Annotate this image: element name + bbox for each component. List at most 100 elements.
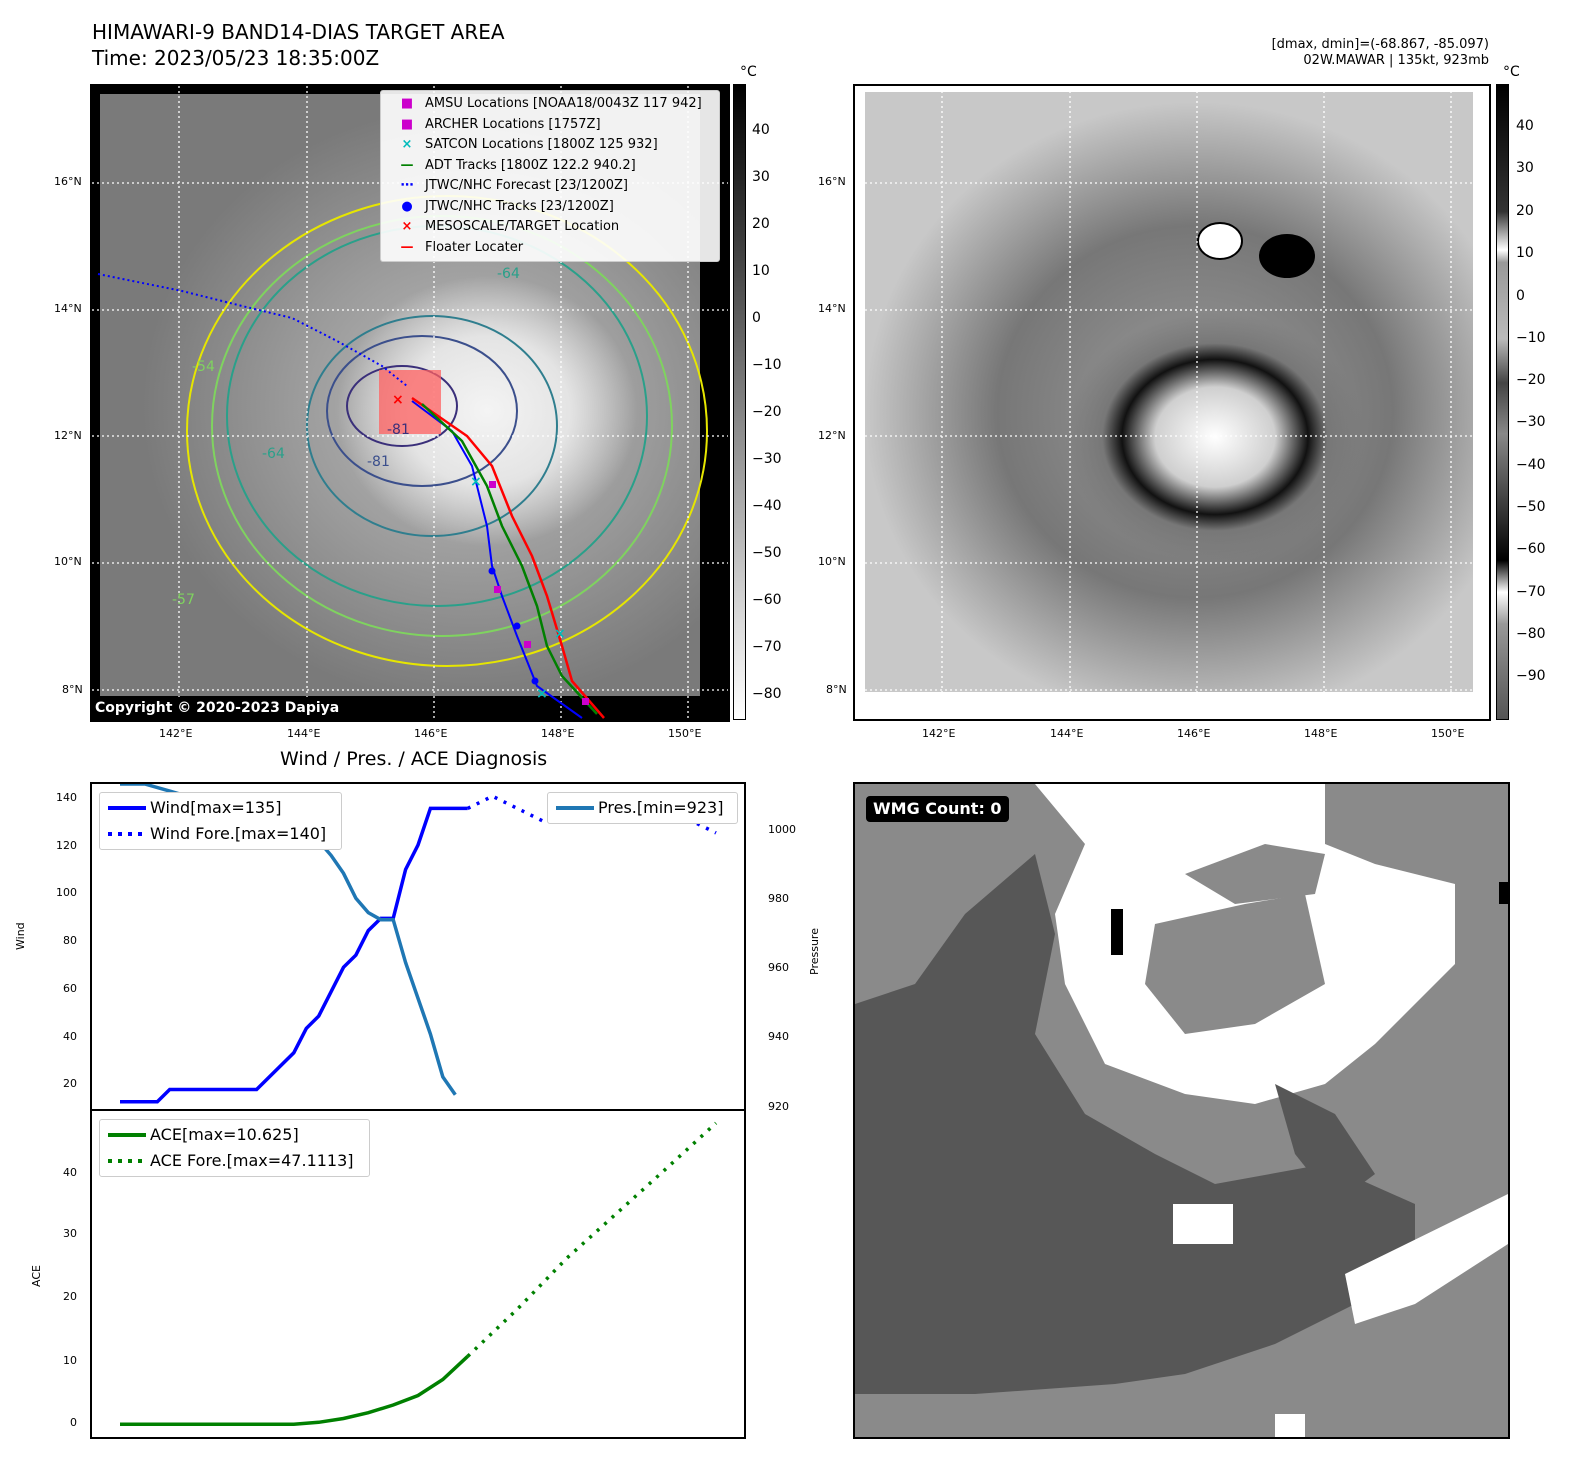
colorbar-tick: −50 (752, 545, 782, 561)
contour-label: -81 (367, 454, 390, 470)
legend-label: Floater Locater (425, 239, 524, 255)
colorbar-tick: −30 (1516, 414, 1546, 430)
satcon-marker-icon: × (401, 137, 413, 152)
lat-label: 16°N (818, 175, 846, 188)
legend-label: ACE[max=10.625] (150, 1125, 299, 1144)
colorbar-tick: −10 (1516, 330, 1546, 346)
series-line-0-0 (120, 1355, 469, 1426)
jtwc-track (411, 400, 583, 719)
wind-tick: 100 (56, 886, 77, 899)
lon-label: 148°E (541, 727, 575, 740)
colorbar-tick: −90 (1516, 668, 1546, 684)
ace-tick: 30 (63, 1227, 77, 1240)
colorbar-tick: −30 (752, 451, 782, 467)
lon-label: 144°E (287, 727, 321, 740)
wind-tick: 60 (63, 982, 77, 995)
pressure-tick: 960 (768, 961, 789, 974)
amsu-markers (489, 481, 589, 705)
lat-label: 10°N (818, 555, 846, 568)
lon-label: 150°E (1431, 727, 1465, 740)
colorbar-unit: °C (1503, 64, 1520, 80)
wind-solid-line-icon (108, 806, 146, 810)
contour-indigo (326, 335, 518, 487)
amsu-marker-icon: ■ (400, 96, 414, 111)
lat-label: 12°N (818, 429, 846, 442)
lat-label: 8°N (62, 683, 83, 696)
legend-label: ACE Fore.[max=47.1113] (150, 1151, 354, 1170)
colorbar-unit: °C (740, 64, 757, 80)
legend-item-wind: Wind[max=135] (106, 795, 335, 821)
legend-item-ace-forecast: ACE Fore.[max=47.1113] (106, 1148, 363, 1174)
colorbar-tick: 40 (1516, 118, 1534, 134)
colorbar-tick: −10 (752, 357, 782, 373)
track-point-icon: ● (401, 198, 413, 214)
contour-purple (346, 365, 458, 447)
diagnosis-title: Wind / Pres. / ACE Diagnosis (280, 748, 548, 770)
colorbar-left (733, 84, 746, 720)
colorbar-tick: 40 (752, 122, 770, 138)
ace-dotted-line-icon (108, 1159, 146, 1163)
wind-tick: 40 (63, 1030, 77, 1043)
pressure-tick: 920 (768, 1100, 789, 1113)
legend-label: JTWC/NHC Forecast [23/1200Z] (425, 178, 628, 193)
lon-label: 148°E (1304, 727, 1338, 740)
legend-label: Pres.[min=923] (598, 798, 724, 817)
wind-tick: 20 (63, 1077, 77, 1090)
colorbar-tick: −20 (1516, 372, 1546, 388)
legend-label: ADT Tracks [1800Z 122.2 940.2] (425, 157, 636, 173)
cloud-black-patch (1259, 234, 1315, 278)
legend-item-amsu: ■ AMSU Locations [NOAA18/0043Z 117 942] (389, 94, 711, 115)
legend-label: Wind[max=135] (150, 798, 282, 817)
legend-item-jtwc-forecast: ⋯ JTWC/NHC Forecast [23/1200Z] (389, 176, 711, 197)
legend-label: MESOSCALE/TARGET Location (425, 219, 620, 234)
dias-map-right (853, 84, 1491, 721)
contour-label: -64 (497, 266, 520, 282)
adt-line-icon: — (400, 157, 414, 173)
colorbar-tick: 0 (752, 310, 761, 326)
adt-track (421, 403, 598, 715)
lat-label: 12°N (54, 429, 82, 442)
floater-locater-track (411, 396, 605, 719)
legend-item-pressure: Pres.[min=923] (554, 795, 731, 821)
storm-info-readout: 02W.MAWAR | 135kt, 923mb (1303, 53, 1489, 68)
pressure-tick: 1000 (768, 823, 796, 836)
legend-label: JTWC/NHC Tracks [23/1200Z] (425, 198, 614, 214)
colorbar-tick: 30 (752, 169, 770, 185)
map-right-overlay (855, 86, 1489, 719)
wind-tick: 80 (63, 934, 77, 947)
legend-label: Wind Fore.[max=140] (150, 824, 327, 843)
map-right-grid (855, 86, 1489, 719)
legend-item-ace: ACE[max=10.625] (106, 1122, 363, 1148)
colorbar-tick: 30 (1516, 160, 1534, 176)
lon-label: 142°E (922, 727, 956, 740)
page-title: HIMAWARI-9 BAND14-DIAS TARGET AREA (92, 20, 505, 44)
pressure-line-icon (556, 806, 594, 810)
ace-tick: 40 (63, 1166, 77, 1179)
legend-item-archer: ■ ARCHER Locations [1757Z] (389, 115, 711, 136)
colorbar-tick: 20 (752, 216, 770, 232)
wmg-imagery (855, 784, 1508, 1437)
page-timestamp: Time: 2023/05/23 18:35:00Z (92, 46, 380, 70)
lat-label: 8°N (826, 683, 847, 696)
target-marker-icon: × (401, 219, 413, 234)
colorbar-tick: 10 (752, 263, 770, 279)
series-line-0-1 (466, 1121, 718, 1358)
legend-label: AMSU Locations [NOAA18/0043Z 117 942] (425, 96, 702, 111)
lat-label: 10°N (54, 555, 82, 568)
contour-green (211, 215, 673, 637)
copyright-label: Copyright © 2020-2023 Dapiya (92, 697, 392, 719)
wind-axis-label: Wind (14, 922, 27, 950)
contour-label: -57 (172, 592, 195, 608)
legend-item-jtwc-tracks: ● JTWC/NHC Tracks [23/1200Z] (389, 197, 711, 218)
pressure-tick: 940 (768, 1030, 789, 1043)
colorbar-tick: 20 (1516, 203, 1534, 219)
dmax-dmin-readout: [dmax, dmin]=(-68.867, -85.097) (1271, 37, 1489, 52)
colorbar-tick: −70 (752, 639, 782, 655)
ace-svg (120, 1121, 718, 1426)
pressure-axis-label: Pressure (808, 928, 821, 975)
colorbar-right (1496, 84, 1509, 720)
legend-item-target: × MESOSCALE/TARGET Location (389, 217, 711, 238)
series-line-0-0 (120, 806, 468, 1104)
cloud-white-patch (1197, 222, 1243, 260)
colorbar-tick: −20 (752, 404, 782, 420)
